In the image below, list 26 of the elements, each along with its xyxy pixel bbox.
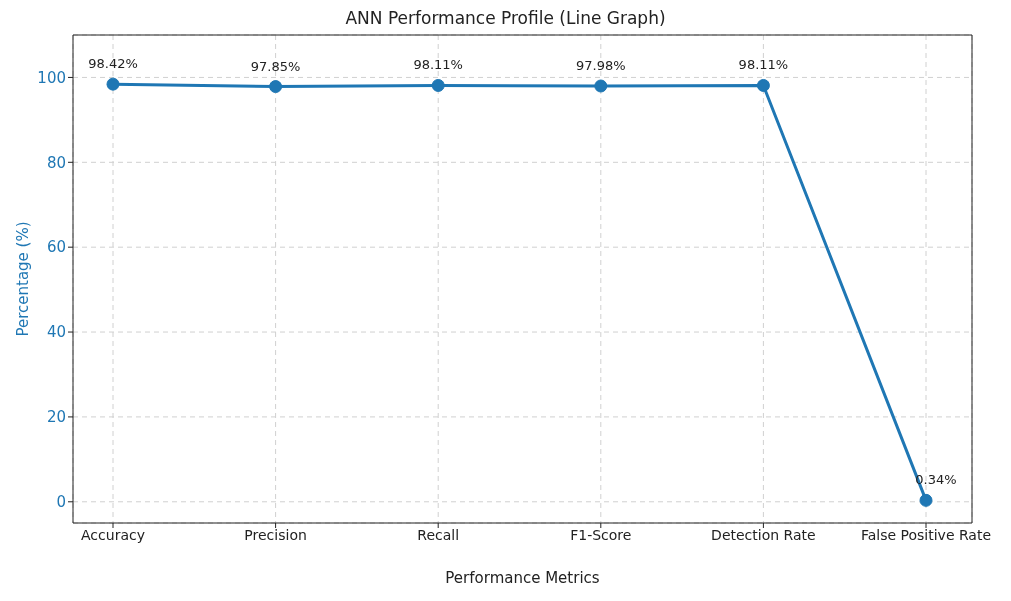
point <box>919 493 933 507</box>
x-tick-label: F1-Score <box>570 526 632 543</box>
y-tick-label: 100 <box>37 68 66 87</box>
point <box>269 80 283 94</box>
x-tick-label: Recall <box>417 526 460 543</box>
y-axis-title: Percentage (%) <box>14 221 33 337</box>
y-tick-label: 60 <box>46 238 66 257</box>
data-label: 98.42% <box>88 56 138 72</box>
data-label: 97.85% <box>250 58 301 74</box>
point <box>756 78 770 92</box>
x-tick-label: False Positive Rate <box>860 526 992 543</box>
data-label: 97.98% <box>576 58 626 74</box>
data-label: 98.11% <box>738 57 789 73</box>
y-tick-label: 80 <box>46 153 66 172</box>
x-tick-label: Precision <box>244 526 307 543</box>
y-tick-label: 20 <box>46 408 66 427</box>
x-tick-label: Accuracy <box>81 526 145 543</box>
y-tick-label: 0 <box>56 493 66 512</box>
x-axis-title: Performance Metrics <box>445 569 600 587</box>
chart-title: ANN Performance Profile (Line Graph) <box>344 8 667 30</box>
data-label: 98.11% <box>413 57 463 73</box>
point <box>594 79 608 93</box>
point <box>431 78 445 92</box>
x-tick-label: Detection Rate <box>711 526 816 543</box>
point <box>106 77 120 91</box>
y-tick-label: 40 <box>46 323 66 342</box>
